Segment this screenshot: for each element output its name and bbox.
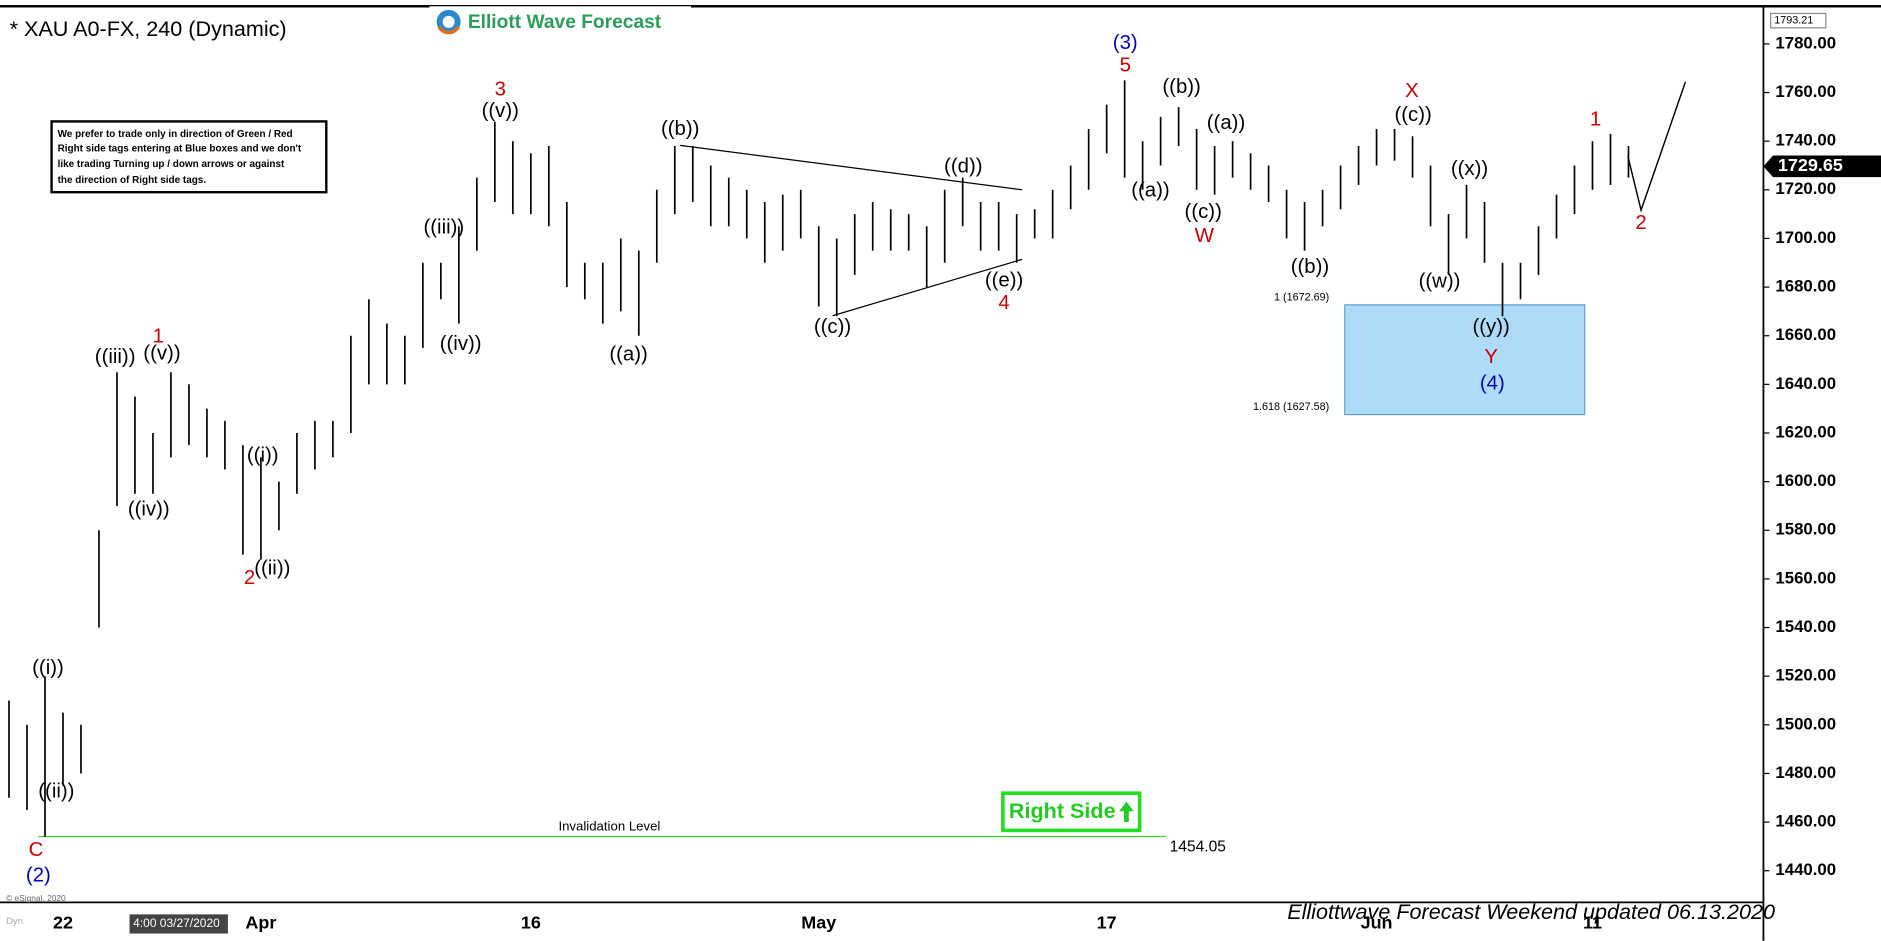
top-value-box	[1770, 12, 1827, 29]
wave-label: ((b))	[661, 118, 699, 140]
wave-label: ((c))	[1185, 201, 1222, 223]
note-line: like trading Turning up / down arrows or…	[58, 159, 285, 170]
logo-bg	[429, 6, 691, 40]
current-price-box	[1763, 155, 1881, 178]
logo-icon-inner	[442, 15, 455, 28]
wave-label: ((iv))	[440, 333, 482, 355]
note-line: We prefer to trade only in direction of …	[58, 129, 293, 140]
y-tick-label: 1580.00	[1775, 520, 1836, 539]
x-tick-label: 17	[1097, 913, 1117, 933]
y-tick-label: 1480.00	[1775, 763, 1836, 782]
triangle-line	[832, 258, 1023, 317]
footer: Elliottwave Forecast Weekend updated 06.…	[1287, 899, 1775, 924]
logo-icon-arc	[437, 25, 460, 35]
wave-label: 2	[244, 567, 255, 589]
wave-label: ((a))	[1131, 179, 1169, 201]
invalidation-value: 1454.05	[1170, 839, 1227, 856]
note-line: the direction of Right side tags.	[58, 175, 207, 186]
current-price: 1729.65	[1778, 155, 1843, 175]
triangle-line	[680, 144, 1023, 191]
wave-label: ((v))	[482, 100, 519, 122]
wave-label: ((v))	[143, 343, 180, 365]
wave-label: ((e))	[985, 269, 1023, 291]
x-tick-label: 11	[1583, 913, 1602, 933]
wave-label: 1	[153, 326, 164, 348]
wave-label: (2)	[26, 864, 51, 886]
cursor-box	[129, 914, 228, 934]
copyright: © eSignal, 2020	[6, 893, 66, 903]
wave-label: (4)	[1480, 373, 1505, 395]
y-tick-label: 1440.00	[1775, 860, 1836, 879]
wave-label: ((i))	[247, 444, 279, 466]
badge-text: Right Side	[1009, 798, 1116, 823]
wave-label: ((d))	[944, 155, 982, 177]
chart-title: * XAU A0-FX, 240 (Dynamic)	[10, 16, 287, 41]
x-tick-label: May	[801, 913, 836, 933]
wave-label: ((b))	[1291, 256, 1329, 278]
badge-box	[1001, 791, 1142, 833]
cursor-label: 4:00 03/27/2020	[133, 916, 220, 930]
note: We prefer to trade only in direction of …	[58, 129, 302, 186]
wave-label: ((y))	[1472, 316, 1509, 338]
x-tick-label: Apr	[245, 913, 276, 933]
wave-label: ((x))	[1451, 158, 1488, 180]
y-tick-label: 1520.00	[1775, 666, 1836, 685]
note-box	[50, 120, 328, 194]
wave-label: ((c))	[814, 316, 851, 338]
y-tick-label: 1760.00	[1775, 82, 1836, 101]
projection-path	[1627, 81, 1687, 213]
wave-label: 5	[1120, 55, 1131, 77]
wave-label: ((b))	[1162, 76, 1200, 98]
fib-label: 1 (1672.69)	[1274, 292, 1329, 304]
y-tick-label: 1560.00	[1775, 568, 1836, 587]
y-tick-label: 1780.00	[1775, 33, 1836, 52]
y-tick-label: 1620.00	[1775, 422, 1836, 441]
y-tick-label: 1660.00	[1775, 325, 1836, 344]
y-tick-label: 1540.00	[1775, 617, 1836, 636]
x-tick-label: Jun	[1361, 913, 1393, 933]
wave-label: ((iii))	[423, 217, 464, 239]
invalidation-label: Invalidation Level	[558, 818, 660, 833]
wave-label: ((iv))	[128, 498, 170, 520]
top-value: 1793.21	[1774, 14, 1813, 26]
x-tick-label: 16	[521, 913, 541, 933]
wave-label: ((a))	[1207, 112, 1245, 134]
fib-box	[1344, 304, 1586, 416]
wave-label: (3)	[1113, 32, 1138, 54]
logo-text: Elliott Wave Forecast	[468, 12, 662, 33]
y-tick-label: 1640.00	[1775, 374, 1836, 393]
badge-arrow	[1119, 801, 1134, 822]
wave-label: ((w))	[1419, 271, 1461, 293]
y-tick-label: 1460.00	[1775, 812, 1836, 831]
wave-label: ((i))	[32, 657, 64, 679]
wave-label: X	[1405, 80, 1419, 102]
y-tick-label: 1600.00	[1775, 471, 1836, 490]
wave-label: ((ii))	[254, 557, 290, 579]
y-tick-label: 1500.00	[1775, 714, 1836, 733]
y-tick-label: 1680.00	[1775, 277, 1836, 296]
wave-label: Y	[1484, 346, 1498, 368]
y-tick-label: 1720.00	[1775, 179, 1836, 198]
wave-label: ((ii))	[38, 780, 74, 802]
wave-label: C	[29, 839, 44, 861]
corner-label: Dyn	[6, 916, 23, 927]
wave-label: ((c))	[1394, 104, 1431, 126]
wave-label: 3	[495, 79, 506, 101]
y-tick-label: 1700.00	[1775, 228, 1836, 247]
note-line: Right side tags entering at Blue boxes a…	[58, 144, 302, 155]
wave-label: ((iii))	[95, 346, 136, 368]
wave-label: 4	[998, 292, 1009, 314]
wave-label: W	[1195, 225, 1215, 247]
fib-label: 1.618 (1627.58)	[1253, 401, 1329, 413]
wave-label: 1	[1590, 109, 1601, 131]
wave-label: 2	[1635, 212, 1646, 234]
y-tick-label: 1740.00	[1775, 131, 1836, 150]
x-tick-label: 22	[53, 913, 73, 933]
wave-label: ((a))	[609, 344, 647, 366]
